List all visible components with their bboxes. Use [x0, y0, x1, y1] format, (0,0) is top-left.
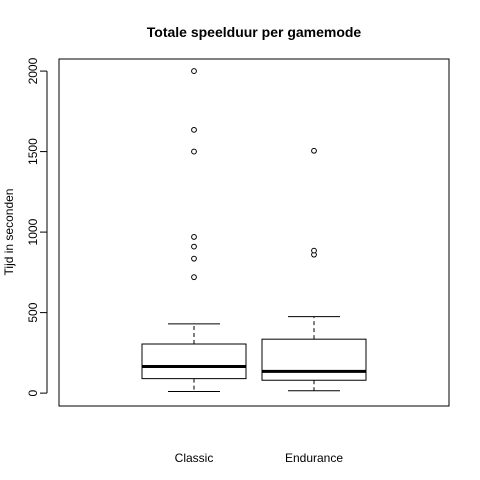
outlier-point: [191, 234, 197, 240]
y-axis-tick-label: 2000: [26, 57, 40, 84]
outlier-point: [191, 243, 197, 250]
y-axis-tick-label: 500: [26, 302, 40, 322]
box-series-classic: [141, 68, 247, 393]
chart-title: Totale speelduur per gamemode: [147, 24, 362, 40]
y-axis-tick-label: 1000: [26, 218, 40, 245]
category-label-classic: Classic: [175, 451, 214, 465]
y-axis-tick-label: 0: [26, 389, 40, 396]
outlier-point: [191, 126, 197, 133]
outlier-point: [311, 247, 317, 254]
outlier-point: [191, 274, 197, 281]
outlier-point: [311, 147, 317, 154]
outlier-point: [191, 148, 197, 155]
outlier-point: [191, 255, 197, 262]
y-axis-label: Tijd in seconden: [2, 189, 16, 276]
interquartile-box: [261, 338, 367, 381]
category-labels: Classic Endurance: [175, 451, 344, 465]
y-axis-tick-label: 1500: [26, 138, 40, 165]
plot-frame: [58, 58, 450, 407]
interquartile-box: [141, 343, 247, 380]
y-axis: 0 500 1000 1500 2000: [26, 57, 48, 396]
plot-elements: [141, 68, 367, 393]
box-series-endurance: [261, 147, 367, 392]
category-label-endurance: Endurance: [285, 451, 343, 465]
outlier-point: [191, 68, 197, 74]
